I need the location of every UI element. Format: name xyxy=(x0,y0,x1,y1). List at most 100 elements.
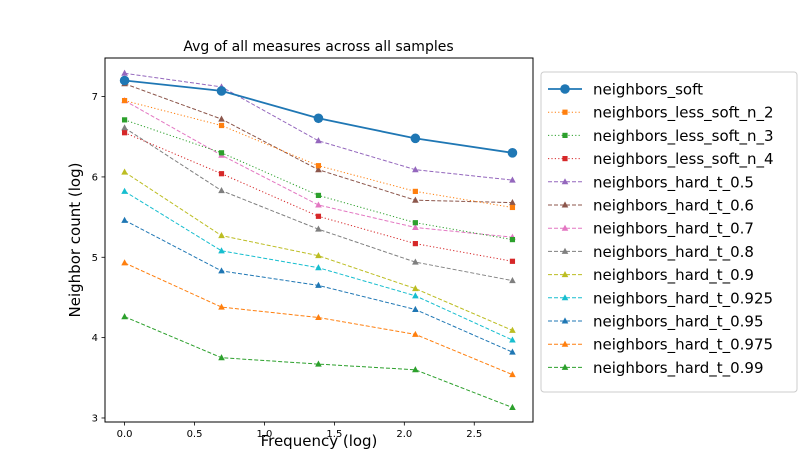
x-tick-label: 0.5 xyxy=(187,429,203,440)
legend-items: neighbors_soft neighbors_less_soft_n_2nei… xyxy=(548,81,774,378)
data-point xyxy=(412,196,419,203)
data-point xyxy=(313,113,324,124)
data-point xyxy=(412,305,419,313)
data-point xyxy=(121,130,128,136)
x-tick-label: 1.5 xyxy=(326,429,342,440)
data-point xyxy=(121,216,128,223)
x-tick-label: 1.0 xyxy=(256,429,272,440)
series-neighbors_less_soft_n_3 xyxy=(121,117,516,243)
data-point xyxy=(509,204,516,211)
legend-item: neighbors_hard_t_0.8 xyxy=(548,243,754,262)
legend-label: neighbors_soft xyxy=(593,81,703,100)
y-axis-title: Neighbor count (log) xyxy=(66,163,84,318)
legend-label: neighbors_hard_t_0.6 xyxy=(593,197,754,216)
data-point xyxy=(412,188,418,194)
series-line xyxy=(124,262,513,376)
data-point xyxy=(121,168,128,175)
y-tick-label: 3 xyxy=(92,413,98,424)
data-point xyxy=(218,231,225,239)
data-point xyxy=(315,281,322,288)
data-point xyxy=(509,176,516,183)
data-point xyxy=(509,336,516,343)
legend-item: neighbors_hard_t_0.95 xyxy=(548,313,764,332)
series-layer xyxy=(119,69,518,411)
data-point xyxy=(315,225,322,232)
legend-marker xyxy=(561,271,569,278)
data-point xyxy=(509,199,516,206)
legend-marker xyxy=(561,294,569,301)
legend-label: neighbors_hard_t_0.5 xyxy=(593,173,754,192)
y-tick-label: 5 xyxy=(92,253,98,264)
data-point xyxy=(509,236,516,243)
data-point xyxy=(507,148,518,158)
series-neighbors_less_soft_n_2 xyxy=(121,97,516,211)
data-point xyxy=(509,276,516,284)
legend-label: neighbors_less_soft_n_4 xyxy=(593,150,774,169)
series-neighbors_hard_t_0.975 xyxy=(121,259,516,378)
legend-item: neighbors_less_soft_n_2 xyxy=(548,104,774,123)
data-point xyxy=(216,86,227,96)
data-point xyxy=(315,166,322,173)
data-point xyxy=(412,292,419,299)
data-point xyxy=(218,115,225,122)
data-point xyxy=(121,124,128,131)
legend-item: neighbors_hard_t_0.975 xyxy=(548,336,773,355)
data-point xyxy=(412,366,419,373)
data-point xyxy=(509,258,516,264)
data-point xyxy=(509,348,516,355)
data-point xyxy=(315,313,322,321)
plot-area xyxy=(105,58,533,422)
series-neighbors_hard_t_0.9 xyxy=(121,168,516,333)
legend-label: neighbors_less_soft_n_3 xyxy=(593,127,774,146)
data-point xyxy=(218,186,225,194)
data-point xyxy=(315,192,322,199)
data-point xyxy=(121,313,128,320)
data-point xyxy=(509,403,516,411)
legend-marker xyxy=(561,247,569,254)
data-point xyxy=(412,258,419,265)
data-point xyxy=(410,133,421,144)
series-neighbors_less_soft_n_4 xyxy=(121,130,516,264)
legend-marker xyxy=(561,201,569,208)
y-axis-ticks: 3 4 5 6 7 xyxy=(92,92,105,424)
data-point xyxy=(218,171,225,177)
data-point xyxy=(412,166,419,173)
x-tick-label: 2.5 xyxy=(466,429,482,440)
data-point xyxy=(121,259,128,266)
x-axis-ticks: 0.0 0.5 1.0 1.5 2.0 2.5 xyxy=(117,422,482,440)
data-point xyxy=(121,69,128,76)
legend-item: neighbors_hard_t_0.6 xyxy=(548,197,754,216)
series-neighbors_soft xyxy=(119,75,518,158)
data-point xyxy=(315,264,322,271)
data-point xyxy=(509,326,516,333)
legend-label: neighbors_hard_t_0.925 xyxy=(593,289,773,308)
legend-item: neighbors_hard_t_0.9 xyxy=(548,266,754,285)
data-point xyxy=(412,220,418,226)
data-point xyxy=(121,97,128,104)
series-line xyxy=(124,100,513,238)
data-point xyxy=(315,137,322,144)
legend-item: neighbors_hard_t_0.925 xyxy=(548,289,773,308)
data-point xyxy=(218,150,225,156)
y-tick-label: 6 xyxy=(92,172,98,183)
data-point xyxy=(315,213,322,219)
data-point xyxy=(218,247,225,254)
data-point xyxy=(218,354,225,361)
data-point xyxy=(121,187,128,194)
legend-item: neighbors_less_soft_n_3 xyxy=(548,127,774,146)
legend-label: neighbors_hard_t_0.99 xyxy=(593,359,764,378)
legend-label: neighbors_hard_t_0.7 xyxy=(593,220,754,239)
data-point xyxy=(218,267,225,274)
data-point xyxy=(412,285,419,292)
legend-label: neighbors_hard_t_0.95 xyxy=(593,313,764,332)
plot-frame xyxy=(104,57,534,423)
data-point xyxy=(412,241,418,247)
chart-title: Avg of all measures across all samples xyxy=(183,39,453,55)
data-point xyxy=(315,163,322,169)
data-point xyxy=(218,122,225,129)
data-point xyxy=(412,223,419,231)
legend-item: neighbors_hard_t_0.99 xyxy=(548,359,764,378)
legend-marker xyxy=(562,109,568,115)
data-point xyxy=(315,201,322,208)
